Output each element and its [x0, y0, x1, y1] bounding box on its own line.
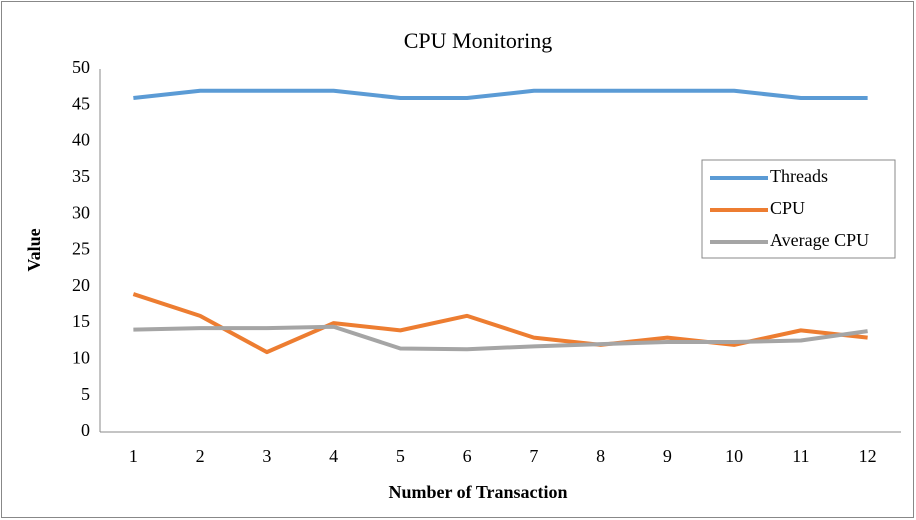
x-tick-label: 1 [129, 446, 138, 466]
x-tick-label: 8 [596, 446, 605, 466]
x-tick-label: 6 [463, 446, 472, 466]
x-tick-label: 10 [725, 446, 743, 466]
chart-title: CPU Monitoring [404, 28, 553, 53]
y-tick-label: 25 [72, 239, 90, 259]
y-tick-label: 35 [72, 166, 90, 186]
legend-label: Average CPU [770, 230, 869, 250]
y-tick-label: 50 [72, 57, 90, 77]
x-tick-label: 4 [329, 446, 338, 466]
x-tick-label: 3 [262, 446, 271, 466]
y-tick-label: 30 [72, 202, 90, 222]
y-axis-label: Value [24, 228, 44, 271]
y-tick-label: 20 [72, 275, 90, 295]
y-tick-label: 0 [81, 420, 90, 440]
y-tick-label: 10 [72, 348, 90, 368]
x-tick-label: 5 [396, 446, 405, 466]
x-tick-label: 11 [792, 446, 809, 466]
legend-label: Threads [770, 166, 828, 186]
data-line [133, 88, 868, 101]
x-axis-label: Number of Transaction [388, 482, 567, 502]
data-line [133, 324, 868, 352]
legend-label: CPU [770, 198, 805, 218]
x-tick-label: 12 [859, 446, 877, 466]
x-tick-label: 7 [529, 446, 538, 466]
y-tick-label: 40 [72, 130, 90, 150]
y-tick-label: 5 [81, 384, 90, 404]
y-tick-label: 15 [72, 311, 90, 331]
x-tick-label: 9 [663, 446, 672, 466]
x-tick-label: 2 [196, 446, 205, 466]
y-tick-label: 45 [72, 93, 90, 113]
